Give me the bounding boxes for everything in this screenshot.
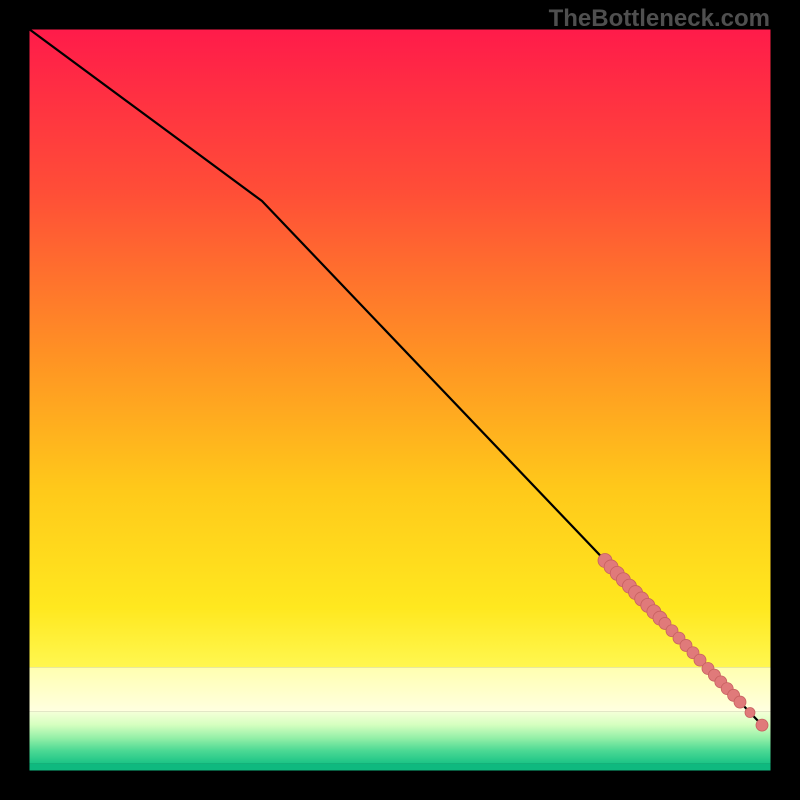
bg-pale <box>29 667 771 712</box>
data-marker <box>756 719 768 731</box>
bg-green-transition <box>29 712 771 764</box>
chart-frame <box>29 29 771 771</box>
data-marker <box>734 696 746 708</box>
data-marker <box>745 708 755 718</box>
watermark-text: TheBottleneck.com <box>549 5 770 33</box>
bg-green-solid <box>29 764 771 771</box>
chart-svg <box>29 29 771 771</box>
bg-warm <box>29 29 771 667</box>
